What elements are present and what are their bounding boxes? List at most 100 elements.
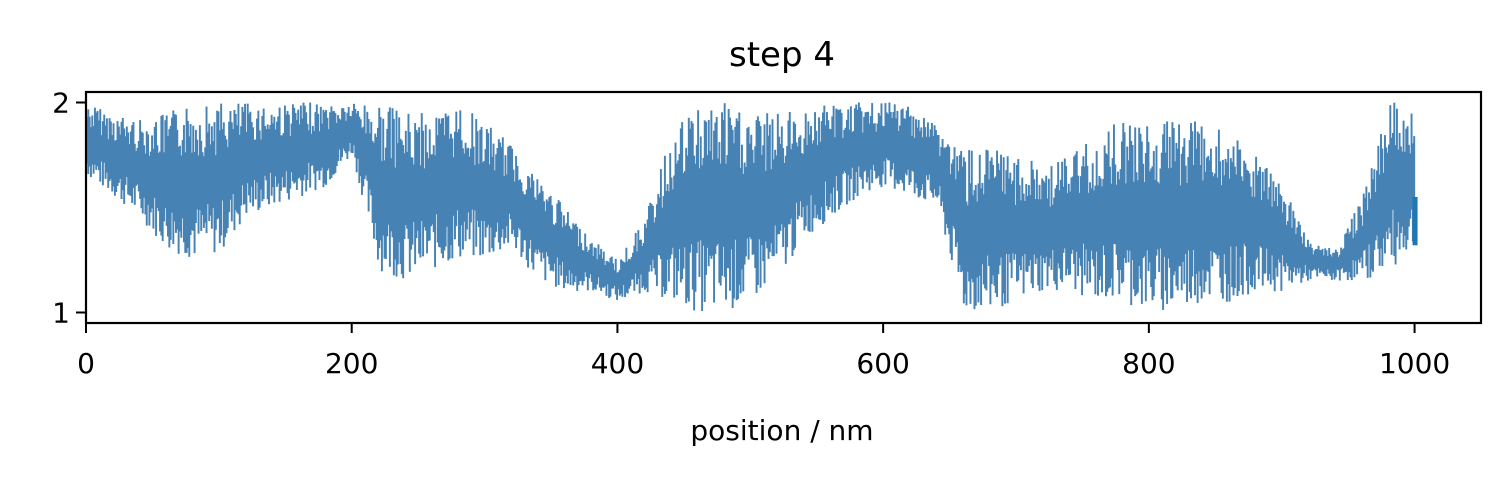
data-bar — [823, 105, 826, 222]
data-bar — [1128, 125, 1131, 251]
data-bar — [338, 118, 341, 150]
data-bar — [1287, 221, 1289, 267]
data-bar — [923, 118, 925, 198]
data-bar — [165, 115, 168, 226]
data-bar — [776, 113, 779, 235]
data-bar — [190, 152, 193, 230]
data-bar — [303, 105, 306, 175]
data-bar — [1348, 234, 1351, 273]
data-bar — [590, 243, 593, 282]
data-bar — [169, 125, 172, 240]
data-bar — [566, 211, 569, 284]
data-bar — [496, 147, 499, 223]
data-bar — [1253, 196, 1256, 290]
data-bar — [993, 178, 996, 286]
data-bar — [932, 136, 935, 198]
data-bar — [973, 190, 976, 310]
data-bar — [266, 124, 269, 200]
data-bar — [1326, 255, 1329, 270]
data-bar — [1026, 195, 1029, 272]
data-bar — [532, 180, 535, 270]
data-bar — [936, 135, 939, 198]
data-bar — [553, 225, 556, 264]
data-bar — [524, 194, 527, 241]
data-bar — [1138, 127, 1141, 266]
data-bar — [206, 132, 209, 205]
data-bar — [610, 256, 613, 289]
data-bar — [665, 190, 668, 291]
data-bar — [209, 144, 212, 216]
data-bar — [1116, 171, 1119, 271]
data-bar — [310, 133, 313, 166]
data-bar — [129, 131, 132, 196]
data-bar — [655, 204, 658, 286]
data-bar — [1301, 243, 1304, 278]
data-bar — [795, 142, 798, 203]
data-bar — [1082, 156, 1085, 244]
data-bar — [687, 117, 690, 302]
data-bar — [1276, 206, 1279, 277]
data-bar — [1324, 248, 1327, 276]
data-bar — [117, 126, 120, 183]
data-bar — [1401, 151, 1404, 227]
data-bar — [181, 140, 184, 219]
data-bar — [868, 123, 871, 191]
data-bar — [1151, 166, 1154, 301]
data-bar — [1070, 177, 1073, 254]
data-bar — [581, 249, 584, 286]
data-bar — [391, 108, 394, 238]
data-bar — [1291, 227, 1293, 283]
data-bar — [411, 157, 414, 245]
data-bar — [236, 125, 239, 213]
data-bar — [893, 104, 896, 189]
data-bar — [366, 111, 369, 181]
data-bar — [217, 111, 220, 219]
data-bar — [836, 109, 839, 191]
data-bar — [729, 117, 731, 291]
data-bar — [543, 201, 545, 259]
data-bar — [848, 129, 851, 201]
data-bar — [685, 147, 688, 304]
data-bar — [756, 116, 759, 285]
data-bar — [188, 136, 191, 257]
data-bar — [1333, 252, 1336, 280]
data-bar — [159, 151, 161, 232]
data-bar — [698, 168, 701, 277]
data-bar — [374, 133, 377, 223]
data-bar — [321, 123, 324, 168]
data-bar — [1186, 182, 1188, 302]
data-bar — [837, 110, 840, 210]
data-bar — [843, 129, 846, 172]
data-bar — [1302, 232, 1305, 274]
data-bar — [1170, 167, 1173, 299]
data-bar — [1147, 141, 1150, 272]
data-bar — [1150, 168, 1153, 287]
data-bar — [330, 106, 333, 178]
data-bar — [519, 179, 522, 230]
x-axis-label: position / nm — [690, 414, 873, 447]
data-bar — [572, 223, 575, 286]
data-bar — [689, 128, 692, 253]
data-bar — [937, 134, 940, 196]
data-bar — [657, 194, 660, 255]
data-bar — [95, 112, 98, 170]
data-bar — [1103, 145, 1106, 256]
data-bar — [358, 116, 361, 184]
data-bar — [810, 126, 812, 196]
data-bar — [859, 107, 862, 177]
data-bar — [1373, 169, 1376, 250]
data-bar — [1273, 201, 1276, 292]
data-bar — [1233, 166, 1236, 289]
data-bar — [257, 110, 260, 210]
data-bar — [1236, 140, 1239, 297]
data-bar — [774, 149, 777, 226]
data-bar — [143, 145, 146, 198]
data-bar — [1046, 198, 1049, 287]
data-bar — [398, 117, 401, 243]
data-bar — [1187, 157, 1190, 251]
data-bar — [913, 137, 916, 194]
data-bar — [141, 132, 144, 214]
data-bar — [88, 116, 91, 167]
data-bar — [950, 163, 953, 260]
data-bar — [131, 125, 134, 203]
